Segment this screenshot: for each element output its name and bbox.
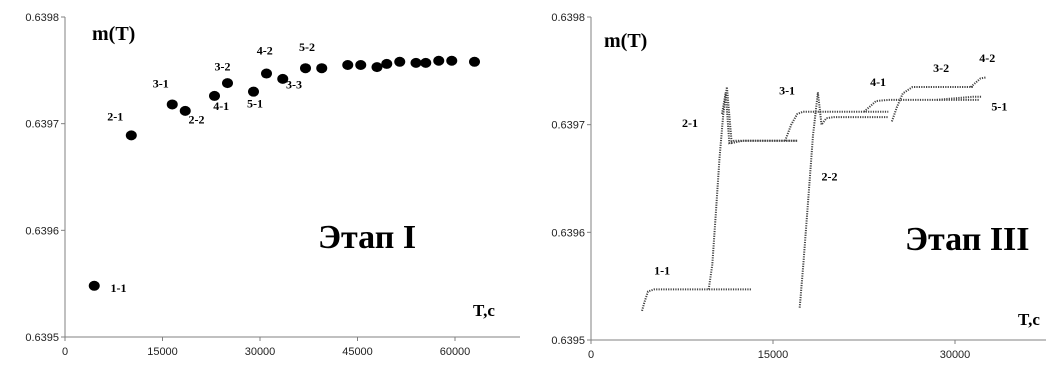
- data-point: [209, 90, 220, 101]
- point-annotation: 5-1: [247, 97, 263, 111]
- point-annotation: 1-1: [654, 263, 670, 277]
- point-annotation: 3-1: [153, 76, 169, 90]
- point-annotation: 2-1: [682, 116, 698, 130]
- point-annotation: 5-2: [299, 40, 315, 54]
- data-point: [248, 86, 259, 97]
- x-tick-label: 45000: [342, 346, 373, 358]
- point-annotation: 4-1: [870, 75, 886, 89]
- y-tick-label: 0.6396: [25, 225, 59, 237]
- data-point: [179, 105, 191, 116]
- y-tick-label: 0.6395: [551, 335, 585, 347]
- point-annotation: 4-2: [979, 51, 995, 65]
- data-point: [371, 62, 383, 73]
- x-tick-label: 0: [62, 346, 68, 358]
- stage-label: Этап I: [318, 219, 416, 256]
- x-axis-label: T,c: [473, 301, 495, 320]
- chart-stage-1: 0.6395 0.6396 0.6397 0.6398 0 15000 30000 45000…: [25, 12, 520, 358]
- data-point: [166, 99, 178, 110]
- y-tick-label: 0.6395: [25, 332, 59, 344]
- x-tick-label: 30000: [245, 346, 276, 358]
- x-tick-label: 60000: [440, 346, 471, 358]
- data-point: [394, 56, 406, 67]
- point-annotation: 2-2: [822, 170, 838, 184]
- data-point: [433, 55, 445, 66]
- data-point: [355, 60, 367, 70]
- series-line: [970, 76, 987, 88]
- point-annotation: 2-1: [107, 109, 123, 123]
- chart-stage-3: 0.6395 0.6396 0.6397 0.6398 0 15000 30000 m(T) T…: [551, 12, 1046, 361]
- point-annotation: 3-1: [779, 84, 795, 98]
- series-line: [798, 92, 889, 308]
- stage-label: Этап III: [905, 221, 1030, 258]
- series-line: [641, 288, 752, 312]
- data-point: [125, 130, 137, 141]
- point-annotation: 2-2: [189, 113, 205, 127]
- data-point: [277, 73, 289, 84]
- series-line: [707, 86, 798, 290]
- data-point: [261, 68, 272, 79]
- data-point: [300, 63, 311, 74]
- point-annotation: 4-2: [257, 43, 273, 57]
- y-tick-label: 0.6397: [25, 119, 59, 131]
- data-point: [420, 57, 432, 68]
- data-point: [342, 60, 354, 70]
- y-tick-label: 0.6397: [551, 120, 585, 132]
- y-tick-label: 0.6396: [551, 227, 585, 239]
- data-point: [222, 78, 233, 89]
- series-line: [890, 86, 974, 122]
- y-tick-label: 0.6398: [25, 12, 59, 24]
- y-tick-label: 0.6398: [551, 12, 585, 24]
- x-tick-label: 15000: [147, 346, 178, 358]
- x-axis-label: T,c: [1018, 310, 1040, 329]
- data-point: [469, 56, 480, 67]
- x-tick-label: 30000: [940, 349, 971, 361]
- y-axis-label: m(T): [604, 30, 647, 52]
- x-tick-label: 0: [588, 349, 594, 361]
- series-line: [936, 95, 982, 101]
- data-point: [316, 63, 328, 74]
- data-point: [88, 280, 100, 291]
- series-line: [863, 98, 980, 113]
- point-annotation: 3-3: [286, 77, 302, 91]
- point-annotation: 3-2: [933, 61, 949, 75]
- y-axis-label: m(T): [92, 23, 135, 45]
- x-tick-label: 15000: [758, 349, 789, 361]
- series-line: [784, 110, 889, 142]
- data-point: [410, 57, 422, 68]
- point-annotation: 3-2: [215, 59, 231, 73]
- point-annotation: 5-1: [991, 100, 1007, 114]
- data-point: [381, 58, 393, 69]
- data-point: [446, 55, 458, 66]
- series-line: [721, 92, 798, 145]
- point-annotation: 1-1: [111, 281, 127, 295]
- point-annotation: 4-1: [213, 99, 229, 113]
